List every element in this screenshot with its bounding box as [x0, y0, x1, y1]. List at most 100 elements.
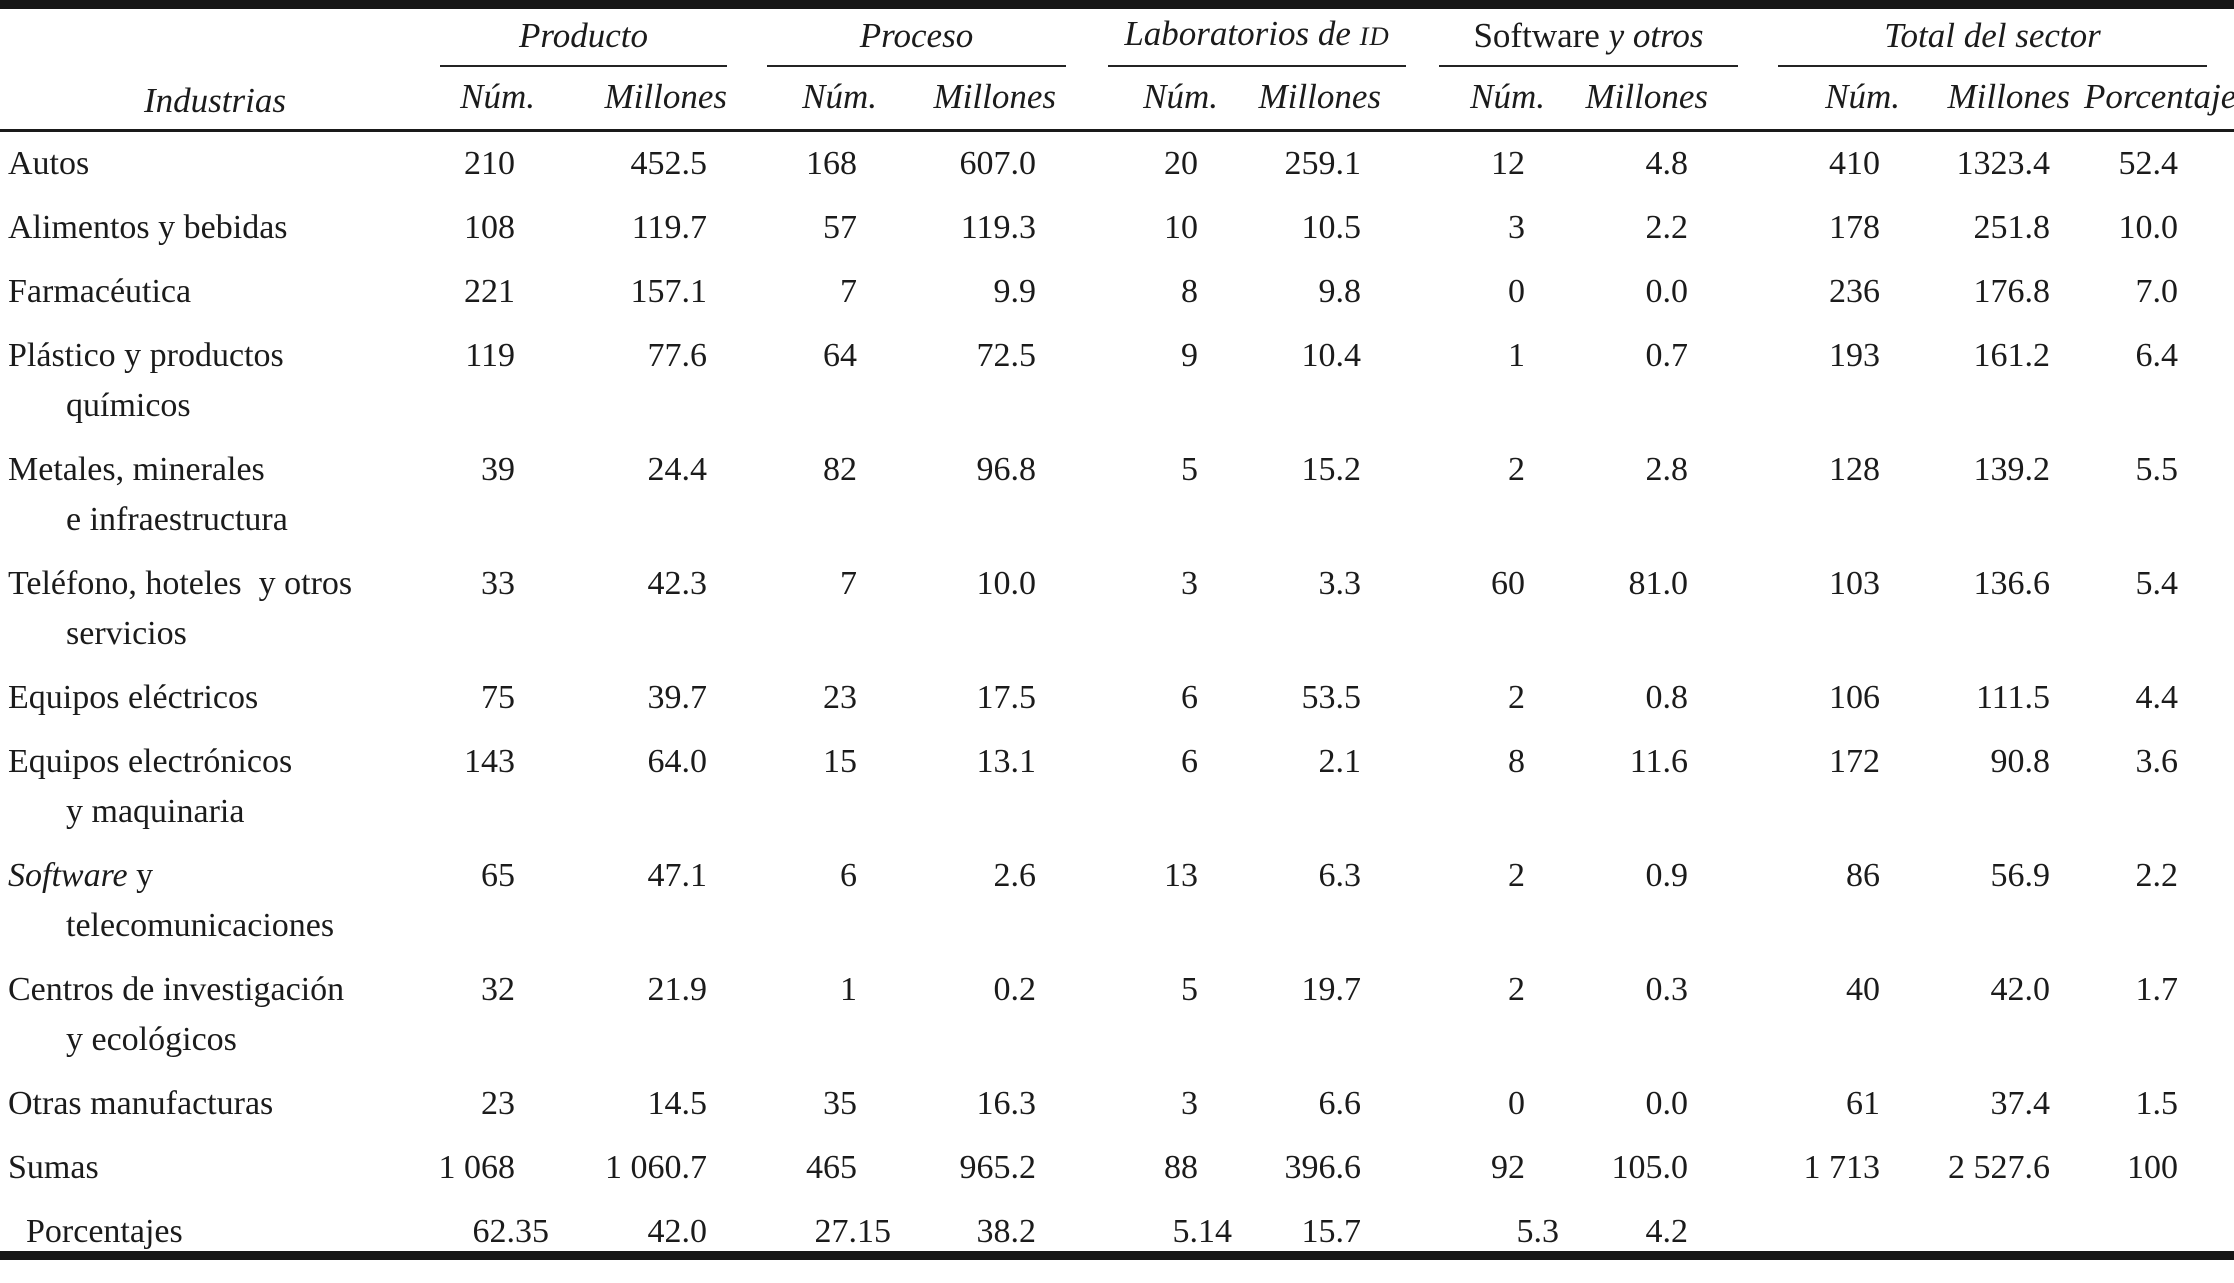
industry-label: Porcentajes: [0, 1200, 430, 1283]
cell-total-num: 236: [1688, 260, 1880, 324]
cell-software-millones: 81.0: [1525, 552, 1688, 666]
cell-software-millones: 0.7: [1525, 324, 1688, 438]
table-header: Industrias Producto Proceso Laboratorios…: [0, 5, 2234, 131]
cell-software-num: 12: [1361, 131, 1525, 197]
cell-laboratorios-millones: 19.7: [1198, 958, 1361, 1072]
cell-total-millones: 161.2: [1880, 324, 2050, 438]
cell-producto-millones: 452.5: [515, 131, 707, 197]
cell-proceso-num: 64: [707, 324, 857, 438]
cell-software-num: 2: [1361, 666, 1525, 730]
cell-software-num: 2: [1361, 958, 1525, 1072]
cell-software-millones: 0.8: [1525, 666, 1688, 730]
cell-producto-millones: 42.3: [515, 552, 707, 666]
subheader-total-millones: Millones: [1880, 67, 2050, 131]
cell-total-millones: 90.8: [1880, 730, 2050, 844]
cell-laboratorios-num: 88: [1036, 1136, 1198, 1200]
cell-software-num: 0: [1361, 1072, 1525, 1136]
cell-producto-millones: 157.1: [515, 260, 707, 324]
cell-laboratorios-num: 20: [1036, 131, 1198, 197]
cell-producto-millones: 24.4: [515, 438, 707, 552]
industry-label: Teléfono, hoteles y otros servicios: [0, 552, 430, 666]
cell-producto-num: 75: [430, 666, 515, 730]
cell-total-porcentaje: 10.0: [2050, 196, 2234, 260]
cell-software-millones: 11.6: [1525, 730, 1688, 844]
cell-laboratorios-num: 6: [1036, 666, 1198, 730]
subheader-software-millones: Millones: [1525, 67, 1688, 131]
cell-total-millones: 136.6: [1880, 552, 2050, 666]
cell-proceso-num: 57: [707, 196, 857, 260]
group-header-software-otros: Software y otros: [1361, 5, 1688, 68]
cell-software-millones: 0.0: [1525, 260, 1688, 324]
cell-software-millones: 105.0: [1525, 1136, 1688, 1200]
cell-producto-num: 221: [430, 260, 515, 324]
cell-proceso-num: 168: [707, 131, 857, 197]
cell-total-millones: 42.0: [1880, 958, 2050, 1072]
cell-total-porcentaje: 52.4: [2050, 131, 2234, 197]
cell-laboratorios-millones: 2.1: [1198, 730, 1361, 844]
group-header-total-sector: Total del sector: [1688, 5, 2234, 68]
cell-producto-num: 33: [430, 552, 515, 666]
cell-total-porcentaje: 3.6: [2050, 730, 2234, 844]
cell-total-num: 178: [1688, 196, 1880, 260]
industry-label: Sumas: [0, 1136, 430, 1200]
cell-producto-num: 143: [430, 730, 515, 844]
cell-proceso-millones: 16.3: [857, 1072, 1036, 1136]
subheader-producto-num: Núm.: [430, 67, 515, 131]
cell-laboratorios-millones: 6.3: [1198, 844, 1361, 958]
industry-label: Farmacéutica: [0, 260, 430, 324]
column-header-industrias: Industrias: [0, 5, 430, 131]
cell-proceso-millones: 72.5: [857, 324, 1036, 438]
cell-proceso-num: 15: [707, 730, 857, 844]
subheader-total-num: Núm.: [1688, 67, 1880, 131]
industry-label: Plástico y productos químicos: [0, 324, 430, 438]
cell-laboratorios-num: 5: [1036, 958, 1198, 1072]
cell-total-num: 172: [1688, 730, 1880, 844]
cell-total-num: [1688, 1200, 1880, 1283]
cell-software-num: 3: [1361, 196, 1525, 260]
cell-laboratorios-millones: 3.3: [1198, 552, 1361, 666]
cell-proceso-millones: 13.1: [857, 730, 1036, 844]
cell-proceso-millones: 96.8: [857, 438, 1036, 552]
cell-laboratorios-millones: 9.8: [1198, 260, 1361, 324]
cell-software-millones: 0.3: [1525, 958, 1688, 1072]
cell-software-num: 2: [1361, 844, 1525, 958]
cell-proceso-millones: 607.0: [857, 131, 1036, 197]
cell-total-millones: 139.2: [1880, 438, 2050, 552]
cell-software-num: 92: [1361, 1136, 1525, 1200]
cell-producto-millones: 1 060.7: [515, 1136, 707, 1200]
cell-proceso-num: 7: [707, 260, 857, 324]
cell-producto-millones: 47.1: [515, 844, 707, 958]
industry-label: Metales, minerales e infraestructura: [0, 438, 430, 552]
producto-label: Producto: [519, 16, 648, 55]
cell-proceso-num: 23: [707, 666, 857, 730]
cell-proceso-millones: 965.2: [857, 1136, 1036, 1200]
industry-label: Autos: [0, 131, 430, 197]
cell-total-num: 61: [1688, 1072, 1880, 1136]
cell-total-millones: 37.4: [1880, 1072, 2050, 1136]
cell-producto-millones: 119.7: [515, 196, 707, 260]
cell-total-porcentaje: 100: [2050, 1136, 2234, 1200]
cell-producto-num: 210: [430, 131, 515, 197]
cell-laboratorios-millones: 6.6: [1198, 1072, 1361, 1136]
industry-label: Centros de investigación y ecológicos: [0, 958, 430, 1072]
industrias-label: Industrias: [144, 81, 286, 120]
industry-label: Otras manufacturas: [0, 1072, 430, 1136]
cell-total-porcentaje: 1.5: [2050, 1072, 2234, 1136]
cell-producto-millones: 14.5: [515, 1072, 707, 1136]
cell-total-num: 1 713: [1688, 1136, 1880, 1200]
cell-proceso-num: 82: [707, 438, 857, 552]
group-header-proceso: Proceso: [707, 5, 1036, 68]
cell-laboratorios-millones: 10.4: [1198, 324, 1361, 438]
cell-laboratorios-millones: 396.6: [1198, 1136, 1361, 1200]
cell-software-millones: 2.8: [1525, 438, 1688, 552]
